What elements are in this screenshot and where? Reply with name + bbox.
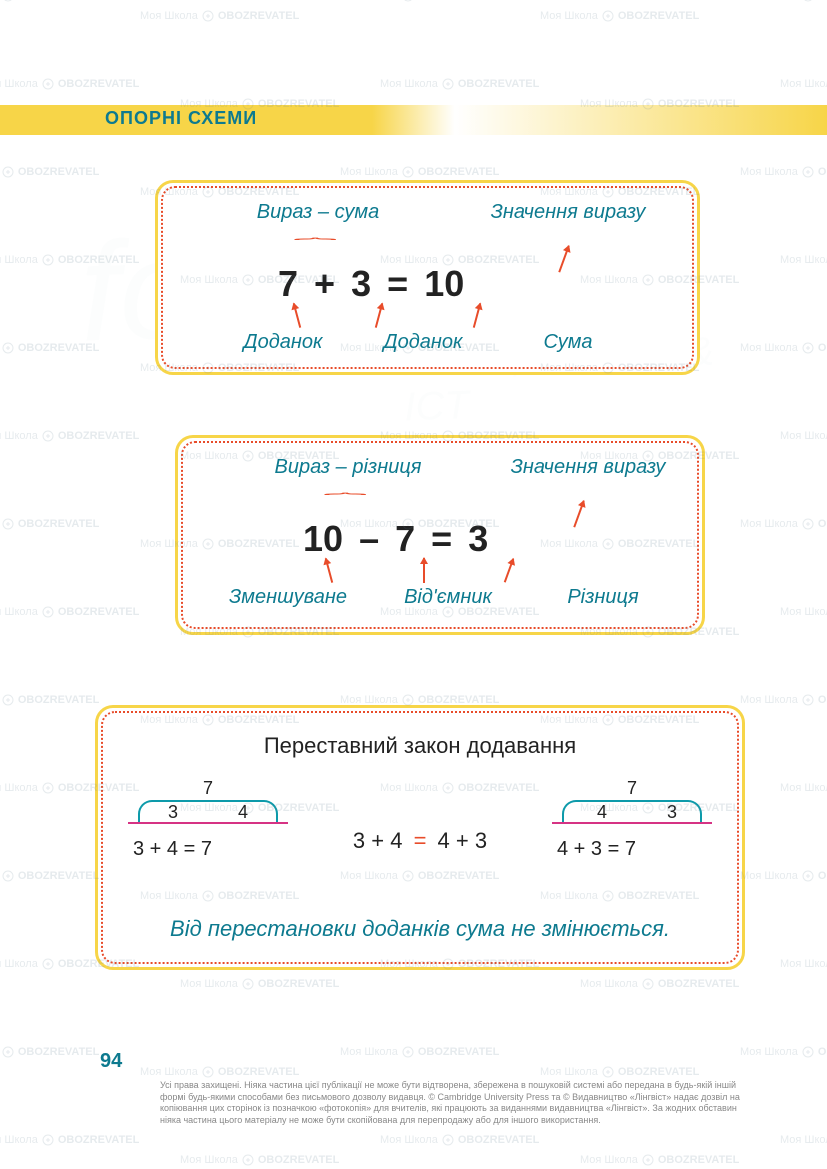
label-value-diff: Значення виразу xyxy=(498,456,678,479)
equation-diff: 10 – 7 = 3 xyxy=(303,518,488,560)
arrow-icon xyxy=(325,558,333,583)
arrow-icon xyxy=(504,558,514,582)
panel-difference: Вираз – різниця Значення виразу ⏞ 10 – 7… xyxy=(175,435,705,635)
arrow-icon xyxy=(293,303,301,328)
arrow-icon xyxy=(558,246,569,273)
label-subtrahend: Від'ємник xyxy=(373,586,523,609)
copyright-footer: Усі права захищені. Ніяка частина цієї п… xyxy=(160,1080,757,1127)
commutative-rule: Від перестановки доданків сума не змінює… xyxy=(98,916,742,942)
panel-sum: Вираз – сума Значення виразу ⏞ 7 + 3 = 1… xyxy=(155,180,700,375)
label-minuend: Зменшуване xyxy=(208,586,368,609)
bar-line xyxy=(552,822,712,824)
page-title: ОПОРНІ СХЕМИ xyxy=(105,108,257,129)
label-sum-result: Сума xyxy=(508,331,628,354)
commutative-equation: 3 + 4 = 4 + 3 xyxy=(98,828,742,854)
commutative-title: Переставний закон додавання xyxy=(98,733,742,759)
label-expression-sum: Вираз – сума xyxy=(218,201,418,224)
equation-sum: 7 + 3 = 10 xyxy=(278,263,464,305)
label-expression-diff: Вираз – різниця xyxy=(248,456,448,479)
arrow-icon xyxy=(573,501,584,528)
label-addend2: Доданок xyxy=(358,331,488,354)
panel-commutative: Переставний закон додавання 7 3 4 3 + 4 … xyxy=(95,705,745,970)
brace-icon: ⏞ xyxy=(324,493,367,507)
brace-icon: ⏞ xyxy=(294,238,337,252)
arrow-icon xyxy=(375,303,383,328)
page-number: 94 xyxy=(100,1050,122,1073)
label-value: Значення виразу xyxy=(478,201,658,224)
arrow-icon xyxy=(423,558,425,583)
label-addend1: Доданок xyxy=(218,331,348,354)
arrow-icon xyxy=(473,303,481,328)
bar-line xyxy=(128,822,288,824)
label-difference: Різниця xyxy=(538,586,668,609)
